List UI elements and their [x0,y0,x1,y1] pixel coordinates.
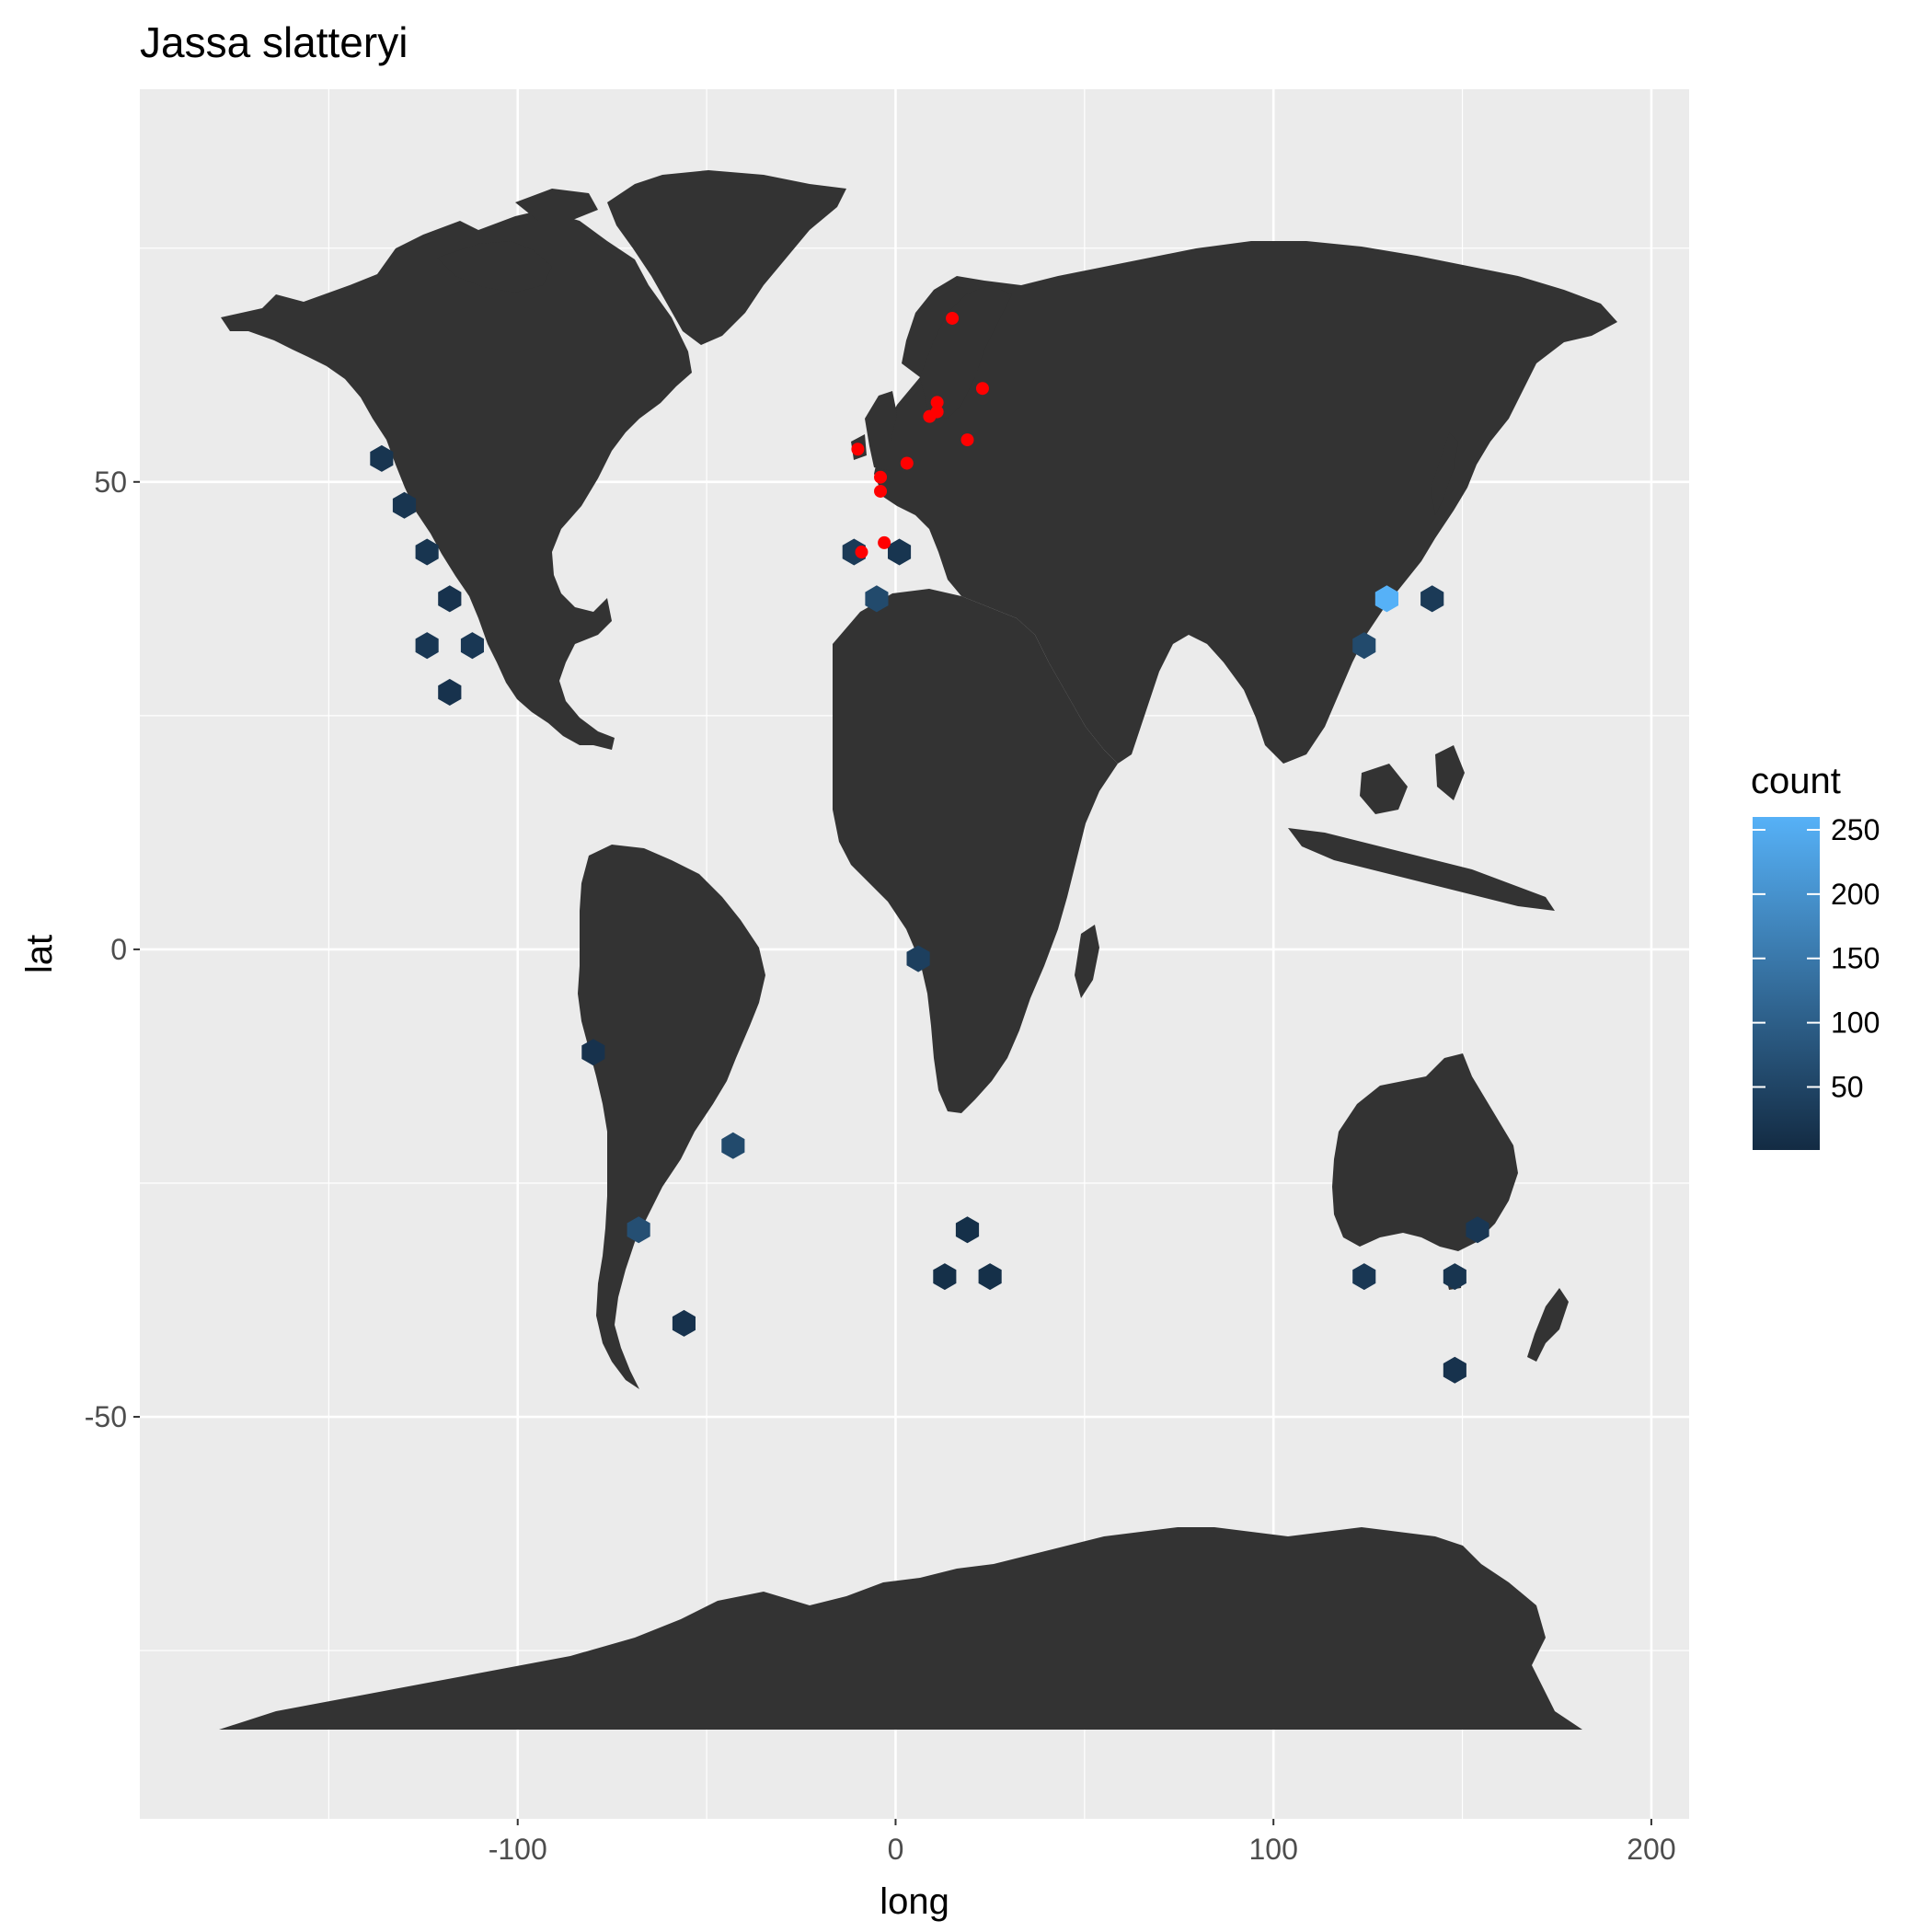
land-africa [833,589,1118,1113]
hexbin [1443,1263,1466,1291]
occurrence-point [878,535,891,549]
x-tick-label: 200 [1627,1833,1675,1866]
land-south-america [578,845,765,1389]
land-antarctica [219,1527,1582,1730]
legend-label: 250 [1831,813,1880,846]
occurrence-point [851,443,865,456]
hexbin [1374,585,1398,613]
hexbin [370,444,394,472]
land-scandinavia [920,285,1012,419]
hexbin [627,1216,650,1244]
land-madagascar [1075,925,1099,998]
land-british-isles [865,391,902,471]
hexbin [1352,632,1376,660]
occurrence-point [946,311,960,325]
land-masses [219,170,1617,1730]
land-greenland [607,170,846,345]
x-axis: -100 0 100 200 [489,1819,1676,1866]
hexbin [438,678,462,706]
occurrence-point [874,470,888,484]
hexbin [906,945,930,972]
hexbin [1352,1263,1376,1291]
hexbin [672,1309,696,1337]
hexbin-layer [370,444,1489,1384]
hexbin [865,585,889,613]
legend-label: 100 [1831,1006,1880,1040]
legend: count 50 100 150 200 250 [1751,761,1880,1150]
hexbin [888,538,912,566]
hexbin [978,1263,1002,1291]
x-axis-title: long [880,1881,949,1922]
hexbin [1466,1216,1489,1244]
legend-title: count [1751,761,1841,801]
y-tick-label: 50 [94,466,127,499]
legend-ticks: 50 100 150 200 250 [1753,813,1880,1104]
y-tick-label: -50 [85,1400,127,1433]
land-north-america [221,210,692,750]
occurrence-point [923,409,937,423]
x-tick-label: 0 [888,1833,904,1866]
hexbin [933,1263,957,1291]
hexbin [438,585,462,613]
y-axis: -50 0 50 [85,466,140,1433]
occurrence-point [855,546,868,559]
hexbin [460,632,484,660]
hexbin [721,1132,745,1159]
land-japan [1431,432,1458,515]
occurrence-point [900,456,914,470]
x-tick-label: 100 [1248,1833,1297,1866]
land-arctic-islands [437,241,552,293]
land-eurasia [874,241,1617,764]
occurrence-point [930,396,944,409]
legend-colorbar [1753,817,1820,1150]
hexbin [955,1216,980,1244]
hexbin [415,632,439,660]
occurrence-point [960,433,974,447]
legend-label: 50 [1831,1071,1864,1104]
point-layer [851,311,989,559]
hexbin [415,538,439,566]
land-australia [1332,1053,1518,1251]
occurrence-point [874,484,888,498]
hexbin [1443,1356,1466,1384]
x-tick-label: -100 [489,1833,547,1866]
hexbin [1420,585,1444,613]
y-axis-title: lat [19,935,60,973]
land-indonesia [1288,828,1555,911]
hexbin [581,1039,605,1066]
chart-title: Jassa slatteryi [140,18,408,66]
hexbin [392,491,417,519]
legend-label: 200 [1831,878,1880,911]
land-new-zealand [1527,1288,1569,1362]
hexbin [842,538,866,566]
legend-label: 150 [1831,942,1880,975]
occurrence-point [975,382,989,396]
y-tick-label: 0 [110,933,127,966]
